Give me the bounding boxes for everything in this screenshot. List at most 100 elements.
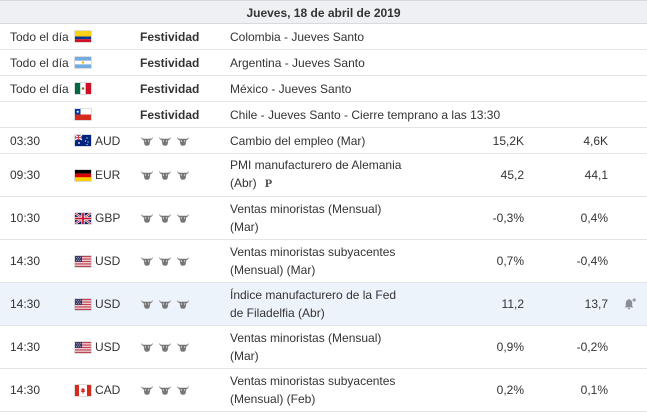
actual-value: -0,3% [492, 211, 524, 225]
event-name[interactable]: Chile - Jueves Santo - Cierre temprano a… [230, 107, 501, 122]
currency-code: EUR [95, 168, 121, 182]
currency-code: GBP [95, 211, 121, 225]
time-cell: 14:30 [10, 340, 41, 354]
time-cell: 14:30 [10, 254, 41, 268]
date-header: Jueves, 18 de abril de 2019 [0, 0, 647, 24]
argentina-flag [75, 57, 91, 68]
uk-flag [75, 212, 91, 224]
forecast-value: 44,1 [584, 168, 608, 182]
bull-icon [140, 341, 154, 353]
bull-icon [176, 341, 190, 353]
forecast-value: 0,1% [580, 383, 608, 397]
actual-value: 0,2% [496, 383, 524, 397]
importance-bulls [140, 240, 226, 282]
forecast-value: 4,6K [583, 133, 608, 148]
importance-bulls [140, 283, 226, 325]
bull-icon [140, 135, 154, 147]
bull-icon [158, 384, 172, 396]
table-row[interactable]: Todo el día Festividad Argentina - Jueve… [0, 50, 647, 76]
bull-icon [176, 135, 190, 147]
bull-icon [158, 255, 172, 267]
canada-flag [75, 384, 91, 396]
event-name[interactable]: Índice manufacturero de la Fed de Filadel… [230, 288, 397, 320]
table-row[interactable]: 09:30 EUR PMI manufacturero de Alemania … [0, 154, 647, 197]
currency-code: AUD [95, 133, 121, 148]
bull-icon [140, 169, 154, 181]
bull-icon [158, 341, 172, 353]
event-name[interactable]: Ventas minoristas subyacentes (Mensual) (… [230, 374, 396, 406]
table-row[interactable]: 14:30 USD Índice manufacturero de la Fed… [0, 283, 647, 326]
mexico-flag [75, 83, 91, 94]
event-name[interactable]: México - Jueves Santo [230, 81, 352, 96]
event-name[interactable]: Argentina - Jueves Santo [230, 55, 365, 70]
importance-bulls [140, 197, 226, 239]
holiday-label: Festividad [140, 55, 200, 70]
usa-flag [75, 255, 91, 267]
bull-icon [140, 384, 154, 396]
table-row[interactable]: Festividad Chile - Jueves Santo - Cierre… [0, 102, 647, 128]
germany-flag [75, 169, 91, 181]
time-cell: 03:30 [10, 133, 41, 148]
bull-icon [158, 298, 172, 310]
bull-icon [140, 212, 154, 224]
time-cell: 09:30 [10, 168, 41, 182]
australia-flag [75, 135, 91, 146]
table-row[interactable]: 14:30 USD Ventas minoristas (Mensual) (Ma… [0, 326, 647, 369]
actual-value: 0,7% [496, 254, 524, 268]
time-cell: Todo el día [10, 55, 69, 70]
currency-code: USD [95, 297, 121, 311]
event-name[interactable]: Ventas minoristas subyacentes (Mensual) (… [230, 245, 396, 277]
currency-code: USD [95, 340, 121, 354]
time-cell: 10:30 [10, 211, 41, 225]
preliminary-badge: P [264, 179, 273, 190]
time-cell: 14:30 [10, 297, 41, 311]
time-cell: 14:30 [10, 383, 41, 397]
importance-bulls [140, 128, 226, 153]
colombia-flag [75, 31, 91, 42]
table-row[interactable]: Todo el día Festividad Colombia - Jueves… [0, 24, 647, 50]
event-name[interactable]: Ventas minoristas (Mensual) (Mar) [230, 331, 382, 363]
importance-bulls [140, 154, 226, 196]
holiday-label: Festividad [140, 107, 200, 122]
bull-icon [140, 298, 154, 310]
event-name[interactable]: PMI manufacturero de Alemania (Abr) P [230, 158, 402, 190]
actual-value: 11,2 [501, 297, 524, 311]
holiday-label: Festividad [140, 81, 200, 96]
event-name[interactable]: Colombia - Jueves Santo [230, 29, 365, 44]
importance-bulls [140, 369, 226, 411]
currency-code: USD [95, 254, 121, 268]
table-row[interactable]: 14:30 USD Ventas minoristas subyacentes(… [0, 240, 647, 283]
usa-flag [75, 298, 91, 310]
actual-value: 0,9% [496, 340, 524, 354]
time-cell: Todo el día [10, 81, 69, 96]
usa-flag [75, 341, 91, 353]
actual-value: 15,2K [492, 133, 524, 148]
add-alert-button[interactable] [620, 283, 640, 325]
bull-icon [176, 169, 190, 181]
bull-icon [140, 255, 154, 267]
forecast-value: 0,4% [580, 211, 608, 225]
bull-icon [158, 135, 172, 147]
time-cell [10, 102, 72, 127]
bell-plus-icon[interactable] [623, 297, 637, 311]
chile-flag [75, 109, 91, 120]
bull-icon [176, 384, 190, 396]
forecast-value: -0,4% [576, 254, 608, 268]
table-row[interactable]: 14:30 CAD Ventas minoristas subyacentes(… [0, 369, 647, 412]
currency-code: CAD [95, 383, 121, 397]
table-row[interactable]: 10:30 GBP Ventas minoristas (Mensual) (Ma… [0, 197, 647, 240]
forecast-value: -0,2% [576, 340, 608, 354]
bull-icon [176, 212, 190, 224]
time-cell: Todo el día [10, 29, 69, 44]
importance-bulls [140, 326, 226, 368]
forecast-value: 13,7 [584, 297, 608, 311]
event-name[interactable]: Ventas minoristas (Mensual) (Mar) [230, 202, 382, 234]
actual-value: 45,2 [500, 168, 524, 182]
event-name[interactable]: Cambio del empleo (Mar) [230, 133, 366, 148]
holiday-label: Festividad [140, 29, 200, 44]
table-row[interactable]: 03:30 AUD Cambio del empleo (Mar) 15,2K … [0, 128, 647, 154]
table-row[interactable]: Todo el día Festividad México - Jueves S… [0, 76, 647, 102]
bull-icon [158, 169, 172, 181]
bull-icon [176, 255, 190, 267]
